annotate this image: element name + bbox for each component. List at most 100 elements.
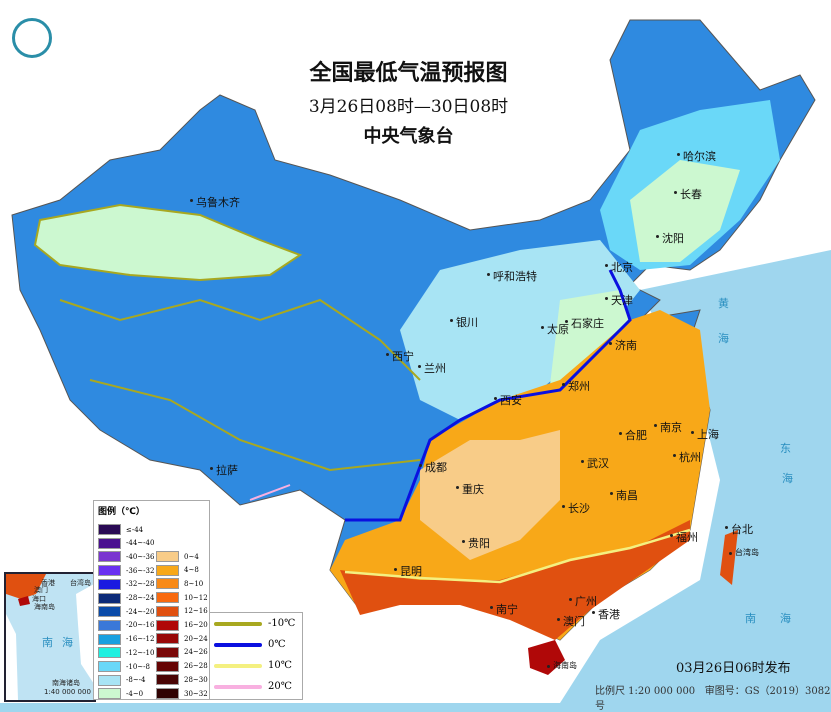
city-label: 郑州 [562, 380, 590, 393]
city-label: 杭州 [673, 451, 701, 464]
scale-info: 比例尺 1:20 000 000 审图号：GS（2019）3082号 [595, 682, 831, 712]
isotherm-label: 0℃ [268, 639, 286, 650]
south-china-sea-inset: 香港 澳门 台湾岛 海口 海南岛 南 海 南海诸岛 1:40 000 000 [4, 572, 96, 702]
legend-swatch [156, 674, 179, 686]
legend-swatch [156, 660, 179, 672]
city-label: 沈阳 [656, 232, 684, 245]
scale-text: 比例尺 1:20 000 000 [595, 686, 696, 697]
north-plain-green [550, 290, 630, 385]
city-label: 长春 [674, 188, 702, 201]
isotherm-legend: -10℃ 0℃ 10℃ 20℃ [209, 612, 303, 700]
legend-label: 28~30 [184, 675, 208, 684]
legend-label: 30~32 [184, 689, 208, 698]
sea-label: 东 [780, 442, 791, 455]
inset-scale: 1:40 000 000 [44, 688, 91, 696]
legend-item: -8~-4 [98, 674, 146, 686]
legend-label: -40~-36 [126, 552, 155, 561]
legend-swatch [98, 661, 121, 672]
sea-label: 海 [782, 472, 793, 485]
legend-swatch [98, 537, 121, 549]
legend-label: 0~4 [184, 552, 199, 561]
legend-item: 20~24 [156, 633, 208, 645]
isotherm-line [214, 642, 262, 647]
legend-item: 4~8 [156, 564, 199, 576]
isotherm-item: 20℃ [214, 681, 292, 692]
isotherm-item: 0℃ [214, 639, 286, 650]
legend-item: 12~16 [156, 605, 208, 617]
legend-label: -4~0 [126, 689, 144, 698]
legend-label: -10~-8 [126, 662, 150, 671]
legend-item: -44~-40 [98, 537, 155, 549]
map-title: 全国最低气温预报图 [309, 61, 508, 86]
legend-title: 图例（℃） [98, 507, 145, 517]
cma-logo [12, 18, 52, 58]
legend-label: 26~28 [184, 662, 208, 671]
isotherm-20c [249, 484, 291, 501]
legend-item: -36~-32 [98, 565, 154, 577]
inset-label: 澳门 [34, 586, 48, 594]
legend-label: 16~20 [184, 621, 208, 629]
city-label: 台湾岛 [729, 548, 759, 557]
legend-item: 24~26 [156, 646, 208, 658]
hainan [528, 640, 565, 675]
legend-swatch [98, 578, 121, 590]
city-label: 贵阳 [462, 537, 490, 550]
legend-label: ≤-44 [126, 525, 144, 534]
isotherm-10c [344, 528, 691, 584]
legend-swatch [156, 646, 179, 658]
city-label: 香港 [592, 608, 620, 621]
legend-item: 16~20 [156, 619, 208, 631]
city-label: 广州 [569, 595, 597, 608]
legend-swatch [98, 592, 121, 604]
legend-swatch [98, 633, 121, 645]
issuer: 中央气象台 [363, 126, 454, 147]
city-label: 南宁 [490, 603, 518, 616]
legend-label: 12~16 [184, 607, 208, 616]
legend-item: 30~32 [156, 688, 208, 699]
city-label: 重庆 [456, 483, 484, 496]
legend-item: 28~30 [156, 674, 208, 686]
isotherm-line [214, 663, 262, 668]
city-label: 澳门 [557, 615, 585, 628]
legend-swatch [156, 578, 179, 590]
xinjiang-basin [33, 203, 303, 282]
city-label: 昆明 [394, 565, 422, 578]
isotherm-line [214, 621, 262, 626]
legend-swatch [156, 605, 179, 617]
sea-label: 南 [745, 612, 756, 625]
isotherm-minus10c [59, 298, 421, 472]
legend-swatch [156, 564, 179, 576]
legend-swatch [98, 524, 121, 535]
north-china-lightblue [400, 240, 640, 420]
legend-swatch [156, 592, 179, 604]
isotherm-label: 20℃ [268, 681, 292, 692]
isotherm-item: -10℃ [214, 618, 295, 629]
legend-label: -44~-40 [126, 539, 155, 548]
city-label: 乌鲁木齐 [190, 196, 240, 209]
sea-label: 海 [718, 332, 729, 345]
sea-label: 黄 [718, 297, 729, 310]
isotherm-0c [345, 269, 632, 522]
city-label: 拉萨 [210, 464, 238, 477]
city-label: 太原 [541, 323, 569, 336]
legend-swatch [98, 647, 121, 659]
city-label: 天津 [605, 294, 633, 307]
city-label: 南京 [654, 421, 682, 434]
inset-label: 海南岛 [34, 603, 55, 611]
legend-label: -8~-4 [126, 676, 146, 685]
city-label: 西安 [494, 394, 522, 407]
legend-item: -24~-20 [98, 606, 155, 618]
legend-swatch [156, 633, 179, 645]
legend-label: -24~-20 [126, 607, 155, 616]
legend-label: -28~-24 [126, 594, 155, 602]
inset-label: 海 [62, 636, 73, 649]
south-red [340, 520, 690, 640]
legend-item: -4~0 [98, 688, 144, 700]
issue-time: 03月26日06时发布 [676, 661, 791, 676]
city-label: 西宁 [386, 350, 414, 363]
city-label: 合肥 [619, 429, 647, 442]
city-label: 台北 [725, 523, 753, 536]
legend-item: -16~-12 [98, 633, 154, 645]
city-label: 上海 [691, 428, 719, 441]
city-label: 石家庄 [565, 317, 604, 330]
